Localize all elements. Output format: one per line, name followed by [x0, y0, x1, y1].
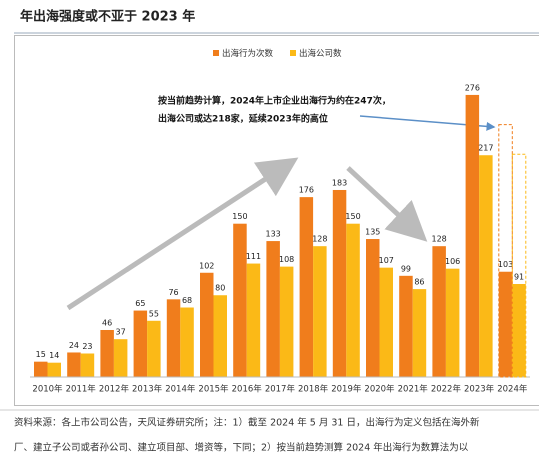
bar — [67, 352, 81, 377]
bar — [413, 289, 427, 377]
bar — [180, 308, 194, 377]
x-tick-label: 2014年 — [165, 384, 196, 395]
bar — [346, 224, 360, 377]
annotation: 按当前趋势计算，2024年上市企业出海行为约在247次， — [158, 95, 391, 107]
value-label: 99 — [401, 264, 411, 273]
legend-swatch — [290, 50, 296, 56]
value-label: 14 — [49, 351, 59, 360]
value-label: 135 — [365, 228, 380, 237]
value-label: 150 — [345, 212, 360, 221]
value-label: 176 — [299, 186, 314, 195]
x-tick-label: 2024年 — [497, 384, 528, 395]
x-tick-label: 2011年 — [66, 384, 97, 395]
bar — [167, 299, 181, 377]
bar — [233, 224, 247, 377]
bar — [466, 95, 480, 377]
value-label: 107 — [379, 256, 394, 265]
bar — [380, 268, 394, 377]
bar — [48, 363, 62, 377]
bar — [499, 272, 513, 377]
x-tick-label: 2016年 — [232, 384, 263, 395]
title: 年出海强度或不亚于 2023 年 — [20, 9, 195, 25]
bar — [432, 246, 446, 377]
value-label: 68 — [182, 296, 192, 305]
footer: 厂、建立子公司或者孙公司、建立项目部、增资等，下同；2）按当前趋势测算 2024… — [14, 442, 469, 454]
x-tick-label: 2015年 — [198, 384, 229, 395]
x-tick-label: 2012年 — [99, 384, 130, 395]
bar — [446, 269, 460, 377]
bar — [313, 246, 327, 377]
x-tick-label: 2018年 — [298, 384, 329, 395]
value-label: 128 — [432, 235, 447, 244]
x-tick-label: 2019年 — [331, 384, 362, 395]
bar — [147, 321, 161, 377]
bar — [100, 330, 114, 377]
footer: 资料来源：各上市公司公告，天风证券研究所；注：1）截至 2024 年 5 月 3… — [14, 417, 480, 429]
x-tick-label: 2010年 — [32, 384, 63, 395]
x-tick-label: 2017年 — [265, 384, 296, 395]
value-label: 217 — [478, 144, 493, 153]
bar — [366, 239, 380, 377]
legend-swatch — [213, 50, 219, 56]
bar — [300, 197, 314, 377]
value-label: 106 — [445, 257, 460, 266]
x-tick-label: 2020年 — [364, 384, 395, 395]
legend-label: 出海行为次数 — [222, 48, 274, 59]
value-label: 150 — [232, 212, 247, 221]
value-label: 23 — [82, 342, 92, 351]
value-label: 128 — [312, 235, 327, 244]
value-label: 65 — [135, 299, 145, 308]
value-label: 183 — [332, 178, 347, 187]
value-label: 111 — [246, 252, 261, 261]
x-tick-label: 2013年 — [132, 384, 163, 395]
bar — [214, 295, 228, 377]
legend-label: 出海公司数 — [299, 48, 342, 59]
bar — [512, 284, 526, 377]
value-label: 15 — [36, 350, 46, 359]
value-label: 46 — [102, 318, 112, 327]
value-label: 76 — [168, 288, 178, 297]
x-tick-label: 2021年 — [398, 384, 429, 395]
bar — [333, 190, 347, 377]
bar — [114, 339, 128, 377]
bar — [134, 311, 148, 377]
bar — [479, 155, 493, 377]
value-label: 108 — [279, 255, 294, 264]
x-tick-label: 2022年 — [431, 384, 462, 395]
value-label: 86 — [414, 278, 424, 287]
x-tick-label: 2023年 — [464, 384, 495, 395]
bar — [200, 273, 214, 377]
bar — [34, 362, 48, 377]
value-label: 91 — [514, 272, 524, 281]
annotation: 出海公司或达218家，延续2023年的高位 — [158, 113, 328, 125]
bar — [247, 264, 261, 377]
bar — [81, 353, 95, 377]
value-label: 103 — [498, 260, 513, 269]
value-label: 276 — [465, 83, 480, 92]
value-label: 102 — [199, 261, 214, 270]
value-label: 80 — [215, 284, 225, 293]
bar — [266, 241, 280, 377]
bar — [280, 267, 294, 377]
value-label: 55 — [149, 309, 159, 318]
value-label: 37 — [116, 328, 126, 337]
bar — [399, 276, 413, 377]
value-label: 133 — [266, 230, 281, 239]
value-label: 24 — [69, 341, 79, 350]
